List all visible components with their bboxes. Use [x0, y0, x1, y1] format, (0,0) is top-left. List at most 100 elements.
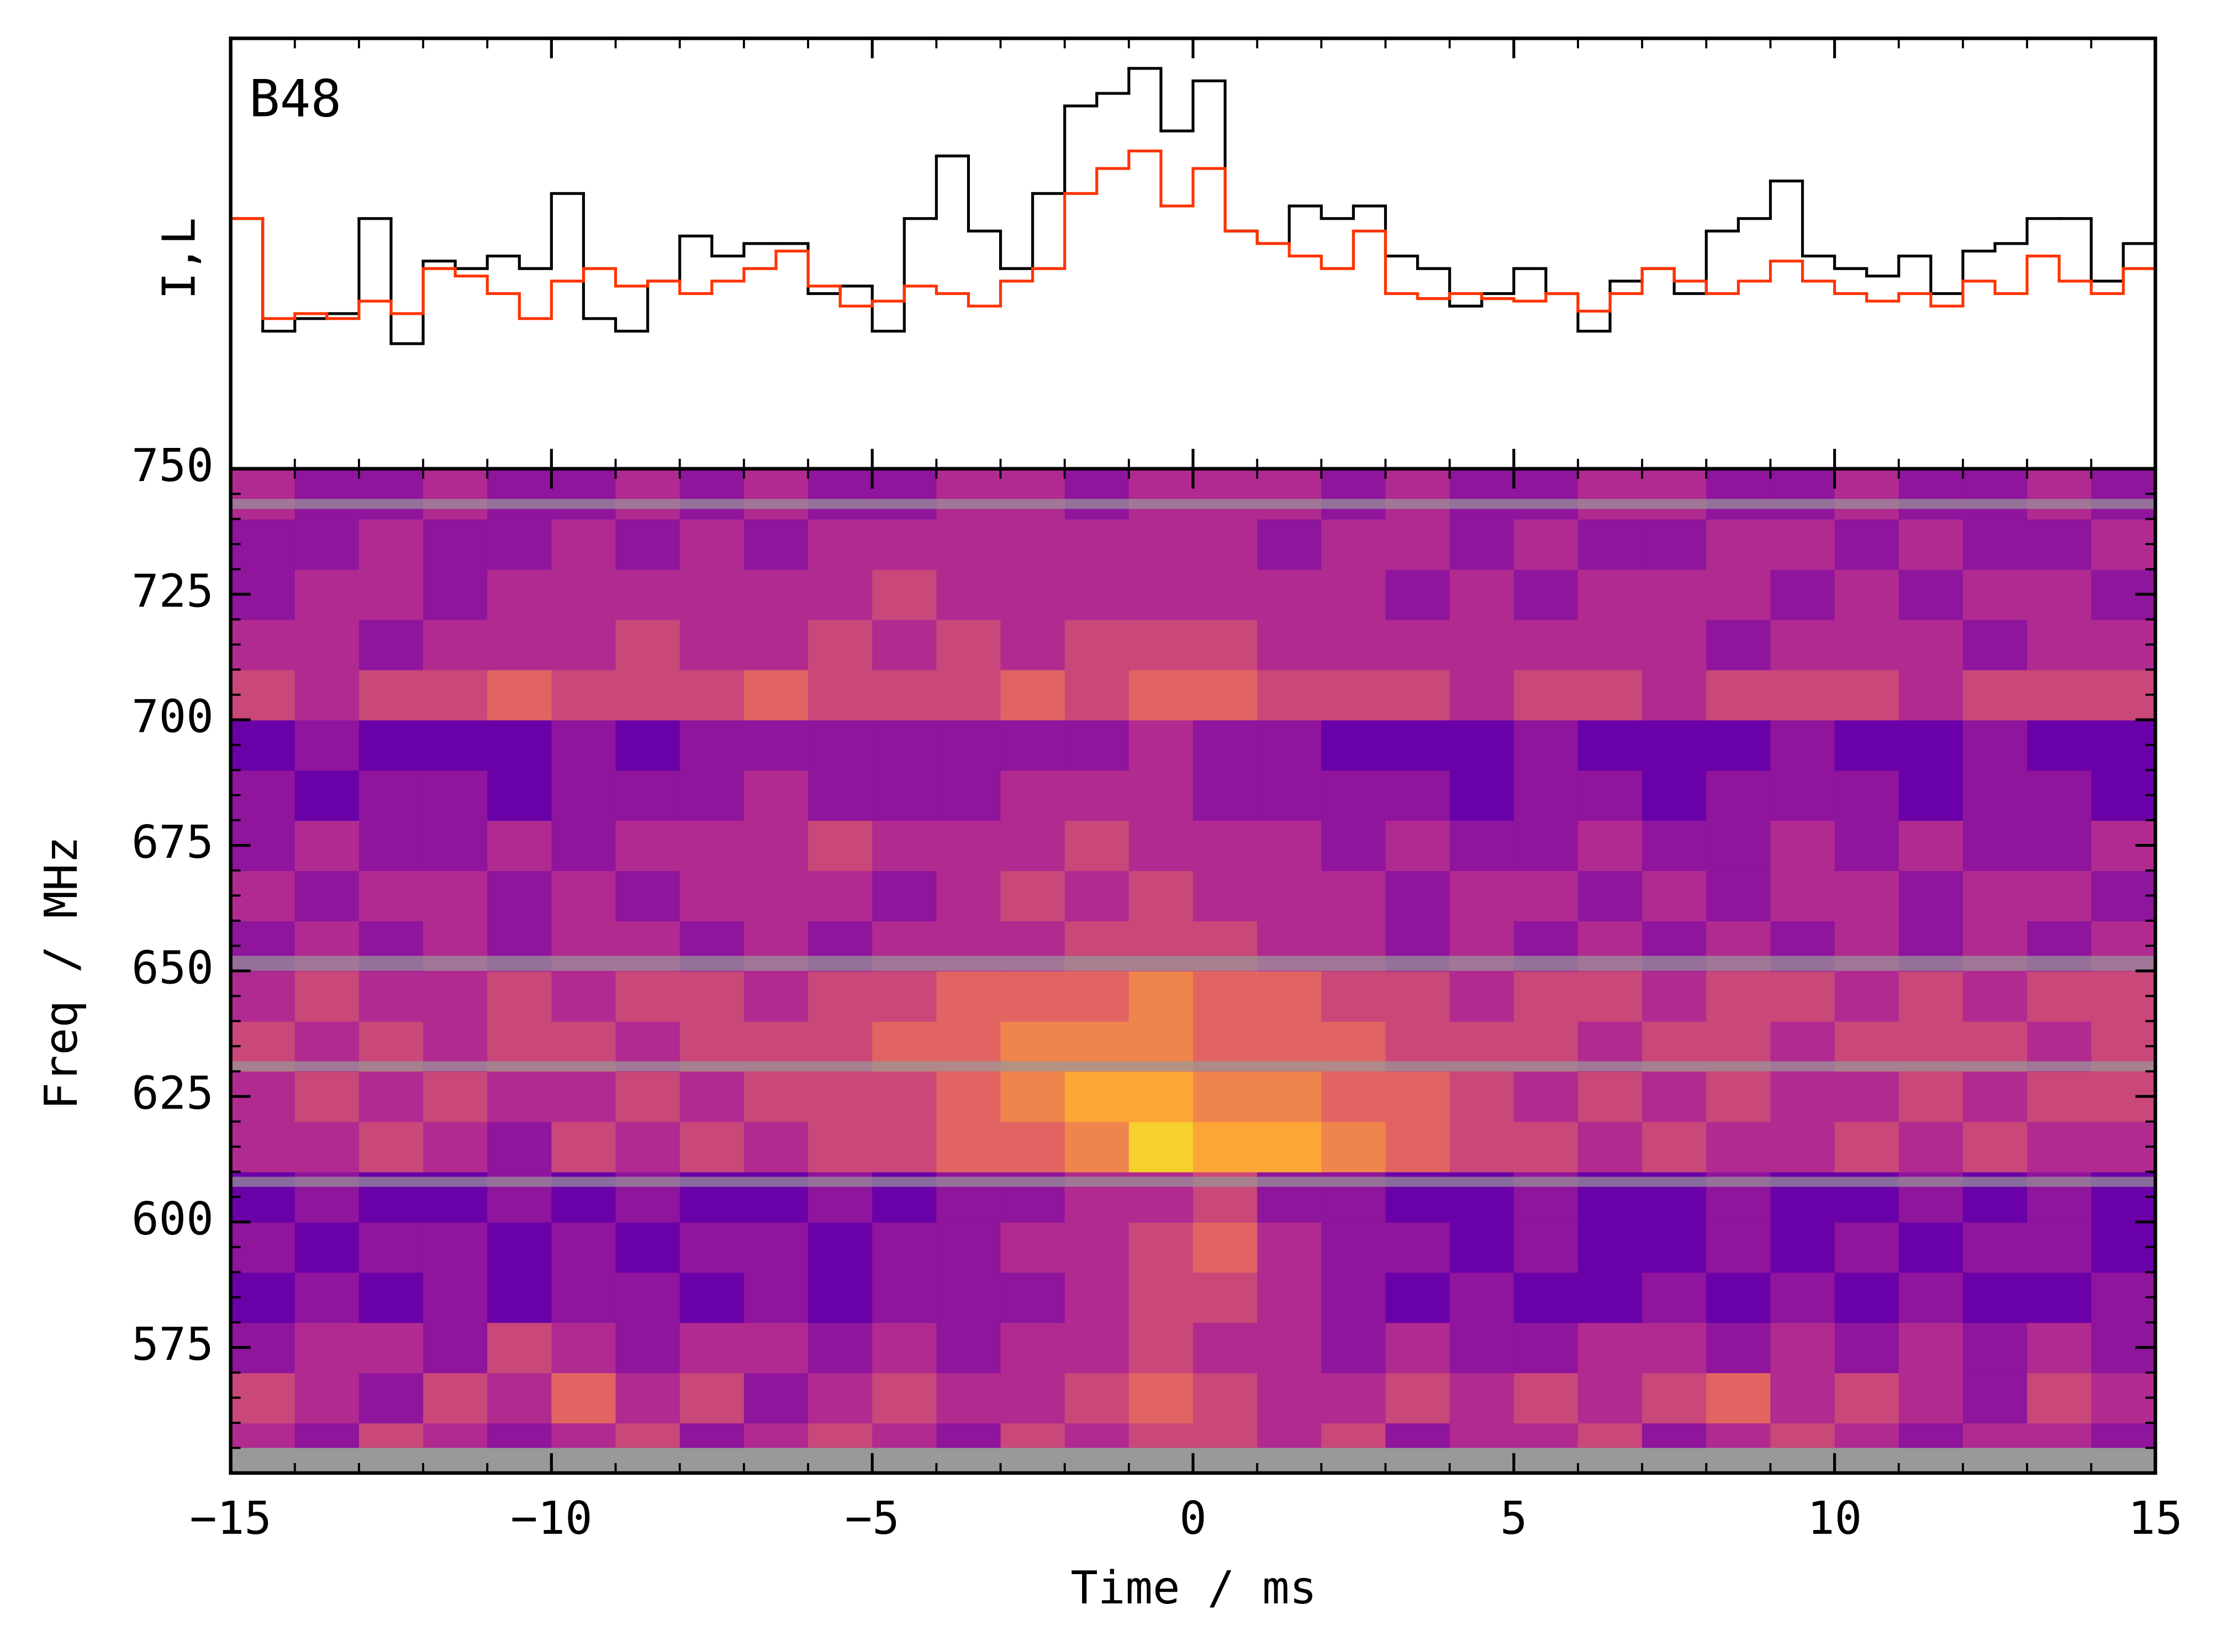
heat-cell: [1962, 770, 2028, 821]
heat-cell: [294, 1322, 360, 1374]
heat-cell: [679, 1272, 745, 1323]
heat-cell: [1962, 970, 2028, 1022]
x-tick-label: 10: [1807, 1492, 1862, 1545]
heat-cell: [2091, 1121, 2156, 1173]
heat-cell: [872, 1322, 937, 1374]
heat-cell: [487, 1121, 552, 1173]
heat-cell: [936, 970, 1001, 1022]
heat-cell: [1257, 1272, 1322, 1323]
heat-cell: [2027, 1322, 2092, 1374]
heat-cell: [1706, 569, 1771, 620]
heat-cell: [1321, 720, 1386, 771]
heat-cell: [1513, 1272, 1579, 1323]
heat-cell: [230, 619, 295, 671]
heat-cell: [936, 468, 1001, 520]
heat-cell: [358, 870, 424, 921]
heat-cell: [423, 970, 488, 1022]
heat-cell: [679, 468, 745, 520]
heat-cell: [1577, 519, 1643, 570]
heat-cell: [1385, 1373, 1450, 1424]
heat-cell: [1321, 1071, 1386, 1122]
heat-cell: [1257, 970, 1322, 1022]
heat-cell: [615, 669, 680, 721]
heat-cell: [1449, 519, 1514, 570]
heat-cell: [487, 468, 552, 520]
heat-cell: [1257, 1222, 1322, 1273]
heat-cell: [936, 820, 1001, 872]
heat-cell: [1962, 1071, 2028, 1122]
heat-cell: [230, 870, 295, 921]
heat-cell: [872, 1272, 937, 1323]
heat-cell: [294, 970, 360, 1022]
heat-cell: [358, 770, 424, 821]
heat-cell: [679, 1071, 745, 1122]
heat-cell: [808, 820, 873, 872]
heat-cell: [1128, 1121, 1194, 1173]
heat-cell: [358, 619, 424, 671]
heat-cell: [936, 1222, 1001, 1273]
heat-cell: [1770, 1222, 1835, 1273]
heat-cell: [1193, 970, 1258, 1022]
heat-cell: [1000, 519, 1065, 570]
heat-cell: [615, 1121, 680, 1173]
heat-cell: [2027, 820, 2092, 872]
heat-cell: [1642, 820, 1707, 872]
heat-cell: [551, 1071, 616, 1122]
heat-cell: [1834, 519, 1899, 570]
heat-cell: [423, 1071, 488, 1122]
heat-cell: [679, 1322, 745, 1374]
heat-cell: [936, 669, 1001, 721]
x-tick-label: −5: [845, 1492, 900, 1545]
heat-cell: [1064, 1322, 1129, 1374]
heat-cell: [1770, 1071, 1835, 1122]
heat-cell: [1962, 1373, 2028, 1424]
masked-band: [230, 956, 2156, 971]
heat-cell: [294, 1121, 360, 1173]
heat-cell: [423, 468, 488, 520]
heat-cell: [294, 1071, 360, 1122]
heat-cell: [2027, 1071, 2092, 1122]
heat-cell: [1257, 569, 1322, 620]
heat-cell: [808, 669, 873, 721]
heat-cell: [679, 820, 745, 872]
heat-cell: [1385, 1322, 1450, 1374]
y-tick-label: 650: [131, 942, 214, 994]
heat-cell: [1128, 770, 1194, 821]
heat-cell: [679, 770, 745, 821]
heat-cell: [1064, 468, 1129, 520]
heat-cell: [1513, 1121, 1579, 1173]
heat-cell: [2091, 970, 2156, 1022]
heat-cell: [872, 1373, 937, 1424]
heat-cell: [1642, 1373, 1707, 1424]
heat-cell: [1898, 468, 1963, 520]
heat-cell: [1642, 519, 1707, 570]
heat-cell: [1513, 468, 1579, 520]
heat-cell: [1064, 1373, 1129, 1424]
heat-cell: [2027, 1121, 2092, 1173]
heat-cell: [1449, 669, 1514, 721]
heat-cell: [1962, 519, 2028, 570]
heat-cell: [1770, 519, 1835, 570]
heat-cell: [1064, 519, 1129, 570]
heat-cell: [1128, 569, 1194, 620]
heat-cell: [1257, 1373, 1322, 1424]
heat-cell: [1321, 1373, 1386, 1424]
heat-cell: [808, 619, 873, 671]
heat-cell: [1898, 820, 1963, 872]
heat-cell: [423, 1121, 488, 1173]
heat-cell: [230, 519, 295, 570]
heat-cell: [1449, 970, 1514, 1022]
heat-cell: [2027, 1222, 2092, 1273]
y-tick-label: 625: [131, 1068, 214, 1120]
heat-cell: [1898, 1071, 1963, 1122]
heat-cell: [1449, 720, 1514, 771]
heat-cell: [1577, 1222, 1643, 1273]
heat-cell: [679, 619, 745, 671]
heat-cell: [743, 820, 809, 872]
heat-cell: [2091, 619, 2156, 671]
heat-cell: [487, 1222, 552, 1273]
heat-cell: [808, 519, 873, 570]
heat-cell: [551, 770, 616, 821]
heat-cell: [1513, 720, 1579, 771]
heat-cell: [358, 1373, 424, 1424]
